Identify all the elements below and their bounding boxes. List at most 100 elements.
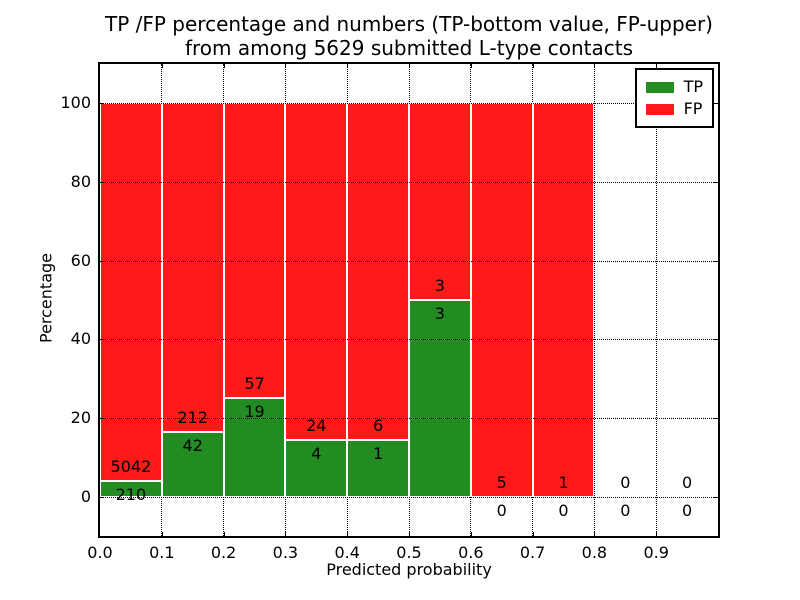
fp-count-label: 5 — [496, 472, 507, 492]
tp-count-label: 42 — [182, 435, 203, 455]
chart-title-line-1: TP /FP percentage and numbers (TP-bottom… — [105, 12, 713, 36]
fp-count-label: 0 — [620, 472, 631, 492]
x-tick-mark — [347, 64, 349, 68]
fp-bar-segment — [347, 103, 409, 441]
tp-count-label: 0 — [496, 500, 507, 520]
y-tick-mark — [100, 103, 104, 105]
legend-item-tp: TP — [645, 77, 703, 96]
x-tick-mark — [532, 532, 534, 536]
tp-count-label: 19 — [244, 402, 265, 422]
fp-bar-segment — [223, 103, 286, 399]
x-tick-mark — [347, 532, 349, 536]
x-tick-label: 0.4 — [334, 543, 360, 562]
y-tick-mark — [714, 182, 718, 183]
x-tick-mark — [161, 532, 163, 536]
x-tick-mark — [161, 64, 163, 68]
y-tick-mark — [714, 339, 718, 341]
tp-count-label: 1 — [373, 444, 384, 464]
y-tick-mark — [100, 496, 104, 498]
x-tick-label: 0.9 — [643, 543, 669, 562]
y-tick-label: 60 — [70, 250, 91, 270]
fp-count-label: 0 — [682, 472, 693, 492]
tp-bar-segment — [223, 398, 286, 497]
x-tick-mark — [656, 64, 658, 68]
x-tick-mark — [594, 532, 596, 536]
x-tick-label: 0.7 — [519, 543, 546, 562]
y-tick-label: 20 — [70, 408, 91, 427]
fp-bar-segment — [100, 103, 162, 481]
tp-count-label: 0 — [620, 500, 631, 520]
x-tick-label: 0.5 — [396, 543, 422, 562]
fp-bar-segment — [532, 103, 595, 497]
gridline-horizontal — [100, 182, 718, 183]
tp-bar-segment — [409, 300, 471, 497]
y-tick-mark — [714, 260, 718, 262]
gridline-vertical — [655, 64, 657, 536]
tp-bar-segment — [347, 440, 409, 497]
y-tick-mark — [714, 418, 718, 419]
gridline-horizontal — [100, 103, 718, 105]
legend-item-fp: FP — [645, 99, 703, 118]
x-tick-label: 0.0 — [87, 543, 113, 562]
gridline-horizontal — [100, 260, 718, 262]
gridline-vertical — [408, 64, 410, 536]
y-tick-label: 100 — [60, 93, 91, 113]
tp-bar-segment — [100, 480, 162, 497]
tp-count-label: 0 — [558, 500, 569, 520]
fp-bar-segment — [161, 103, 224, 432]
x-tick-mark — [532, 64, 534, 68]
gridline-horizontal — [100, 339, 718, 341]
x-tick-mark — [409, 64, 410, 68]
y-tick-label: 80 — [70, 172, 91, 191]
x-tick-mark — [594, 64, 596, 68]
tp-count-label: 210 — [115, 484, 147, 504]
fp-count-label: 24 — [306, 416, 327, 436]
legend-label-tp: TP — [683, 77, 703, 96]
plot-area: TP FP 5042 210 212 42 57 19 24 4 6 1 3 3 5 0 1 0 0 0 0 0 0 20 4… — [60, 62, 720, 562]
x-tick-mark — [223, 532, 225, 536]
fp-count-label: 3 — [434, 276, 445, 295]
fp-count-label: 6 — [373, 416, 384, 436]
legend-swatch-tp — [645, 81, 674, 93]
x-tick-mark — [470, 64, 472, 68]
fp-bar-segment — [409, 103, 471, 300]
x-tick-mark — [409, 532, 410, 536]
y-tick-mark — [714, 103, 718, 105]
fp-bar-segment — [285, 103, 348, 441]
tp-count-label: 3 — [434, 304, 445, 323]
legend-swatch-fp — [645, 103, 674, 115]
chart-title-line-2: from among 5629 submitted L-type contact… — [184, 36, 634, 60]
x-tick-label: 0.3 — [272, 543, 299, 562]
y-tick-label: 0 — [80, 486, 91, 506]
x-tick-mark — [223, 64, 225, 68]
x-axis-title: Predicted probability — [326, 560, 492, 579]
x-tick-mark — [285, 532, 287, 536]
gridline-horizontal — [100, 418, 718, 419]
x-tick-label: 0.2 — [210, 543, 237, 562]
tp-bar-segment — [285, 440, 348, 497]
tp-count-label: 0 — [682, 500, 693, 520]
gridline-vertical — [593, 64, 595, 536]
chart-title: TP /FP percentage and numbers (TP-bottom… — [98, 12, 720, 60]
fp-count-label: 1 — [558, 472, 569, 492]
fp-count-label: 57 — [244, 374, 265, 394]
x-tick-label: 0.6 — [458, 543, 484, 562]
x-tick-mark — [285, 64, 287, 68]
fp-bar-segment — [470, 103, 533, 497]
x-tick-mark — [656, 532, 658, 536]
y-tick-mark — [100, 418, 104, 419]
legend-label-fp: FP — [683, 99, 703, 118]
gridline-horizontal — [100, 496, 718, 498]
y-tick-mark — [100, 182, 104, 183]
y-tick-label: 40 — [70, 329, 91, 349]
legend: TP FP — [634, 68, 714, 128]
tp-bar-segment — [161, 431, 224, 497]
x-tick-label: 0.1 — [149, 543, 175, 562]
y-tick-mark — [100, 260, 104, 262]
y-tick-mark — [100, 339, 104, 341]
fp-count-label: 212 — [177, 407, 208, 427]
y-tick-mark — [714, 496, 718, 498]
y-axis-title: Percentage — [36, 252, 56, 344]
x-tick-mark — [470, 532, 472, 536]
